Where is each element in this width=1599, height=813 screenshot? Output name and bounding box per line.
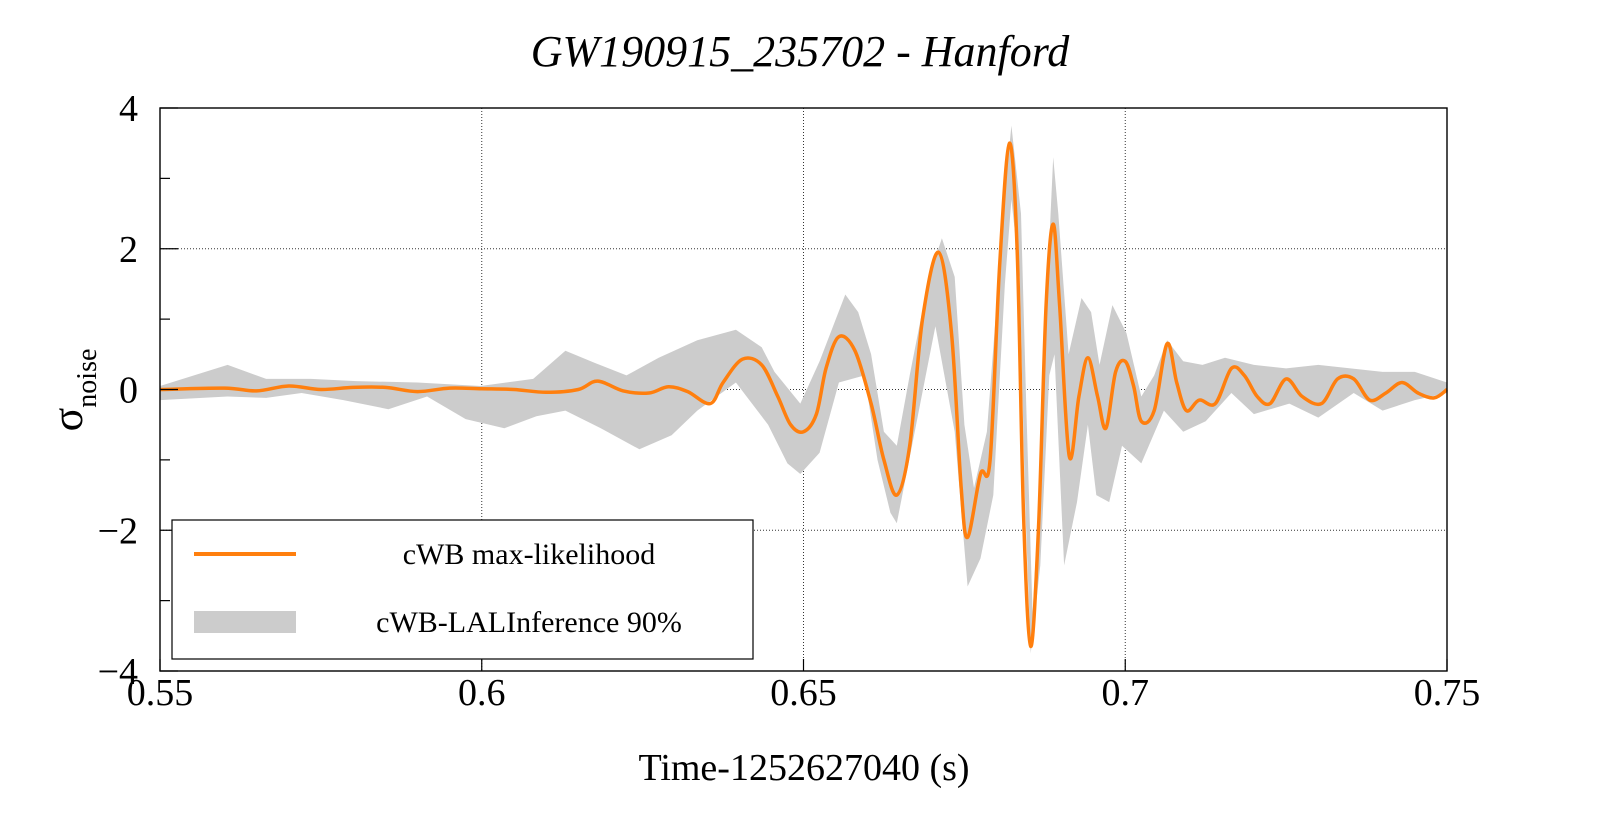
confidence-band-layer: [160, 125, 1447, 654]
x-tick-label: 0.55: [127, 672, 194, 714]
legend-box: [171, 519, 754, 660]
y-tick-label: 4: [119, 88, 138, 130]
legend-label-line: cWB max-likelihood: [403, 538, 655, 571]
x-tick-label: 0.6: [458, 672, 506, 714]
max-likelihood-line: [159, 141, 1449, 649]
y-tick-label: 0: [119, 370, 138, 412]
grid-layer: [160, 108, 1447, 671]
x-tick-label: 0.7: [1102, 672, 1150, 714]
confidence-band: [160, 125, 1447, 654]
y-tick-label: −4: [98, 651, 138, 693]
chart-title: GW190915_235702 - Hanford: [531, 27, 1071, 76]
x-tick-label: 0.75: [1414, 672, 1481, 714]
legend-label-band: cWB-LALInference 90%: [376, 606, 682, 639]
y-tick-label: 2: [119, 229, 138, 271]
y-tick-label: −2: [98, 510, 138, 552]
x-tick-label: 0.65: [770, 672, 837, 714]
legend-band-swatch: [194, 611, 296, 633]
x-axis-label: Time-1252627040 (s): [638, 747, 969, 789]
legend: cWB max-likelihood cWB-LALInference 90%: [171, 519, 754, 660]
tick-layer: 0.55 0.6 0.65 0.7 0.75 −4 −2 0 2 4: [98, 88, 1481, 714]
y-axis-label: σnoise: [43, 349, 103, 432]
y-axis-label-main: σ: [43, 407, 92, 431]
y-axis-label-subscript: noise: [72, 349, 103, 408]
max-likelihood-line-layer: [159, 141, 1449, 649]
